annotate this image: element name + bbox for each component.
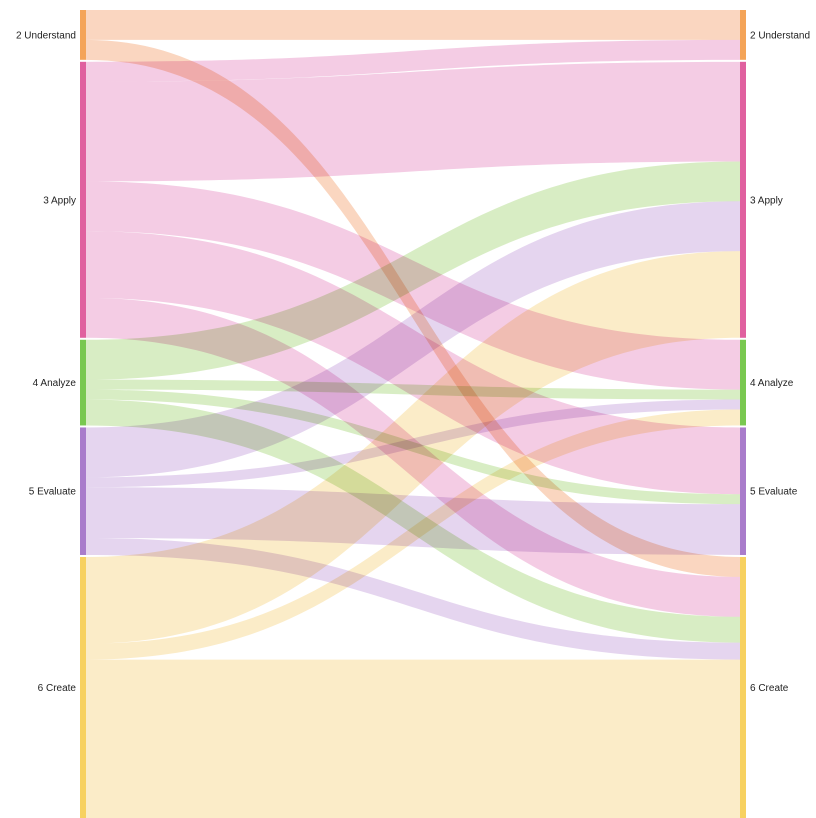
flow-create-to-create (86, 660, 740, 818)
node-bar-left-analyze (80, 340, 86, 426)
node-label-right-evaluate: 5 Evaluate (750, 487, 798, 498)
node-label-right-apply: 3 Apply (750, 195, 783, 206)
node-bar-left-understand (80, 10, 86, 60)
node-bar-right-evaluate (740, 427, 746, 555)
node-label-right-understand: 2 Understand (750, 30, 810, 41)
node-bar-left-evaluate (80, 427, 86, 555)
node-label-right-analyze: 4 Analyze (750, 378, 794, 389)
node-bar-right-apply (740, 62, 746, 338)
node-label-left-evaluate: 5 Evaluate (29, 487, 77, 498)
flow-understand-to-understand (86, 10, 740, 40)
node-label-right-create: 6 Create (750, 683, 789, 694)
flow-links (86, 10, 740, 818)
node-label-left-create: 6 Create (38, 683, 77, 694)
node-bar-right-understand (740, 10, 746, 60)
node-bar-right-create (740, 557, 746, 818)
node-label-left-understand: 2 Understand (16, 30, 76, 41)
node-bar-left-apply (80, 62, 86, 338)
node-bar-left-create (80, 557, 86, 818)
node-bar-right-analyze (740, 340, 746, 426)
node-label-left-apply: 3 Apply (43, 195, 76, 206)
node-label-left-analyze: 4 Analyze (33, 378, 77, 389)
